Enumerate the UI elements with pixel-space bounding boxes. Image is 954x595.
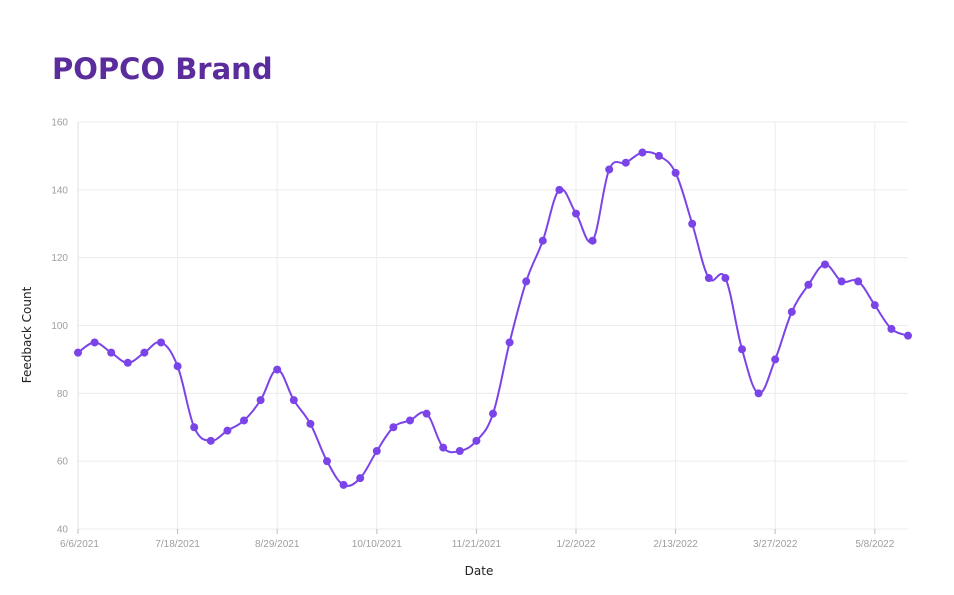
data-point [206,436,215,445]
data-point [173,362,182,371]
series-line [77,151,909,487]
data-point [107,348,116,357]
data-points [74,148,912,489]
x-tick-label: 5/8/2022 [855,539,894,550]
y-tick-label: 140 [51,185,68,196]
data-point [804,280,813,289]
data-point [605,165,614,174]
data-point [223,426,232,435]
y-axis-label: Feedback Count [20,286,34,383]
data-point [538,236,547,245]
data-point [887,324,896,333]
data-point [406,416,414,425]
data-point [323,457,331,466]
data-point [289,396,298,405]
data-point [74,348,82,357]
data-point [821,260,829,269]
data-point [190,423,199,432]
data-point [870,301,879,310]
data-point [123,358,132,367]
data-point [671,168,680,177]
x-tick-label: 8/29/2021 [255,539,300,550]
data-point [837,277,846,286]
data-point [505,338,514,347]
data-point [688,219,697,228]
y-tick-label: 40 [57,525,69,536]
data-point [588,236,597,245]
x-axis-label: Date [465,564,494,578]
data-point [455,446,464,455]
x-tick-label: 11/21/2021 [452,539,502,550]
data-point [157,338,165,347]
x-tick-label: 1/2/2022 [557,539,596,550]
data-point [854,277,863,286]
data-point [90,338,99,347]
data-point [306,419,315,428]
data-point [621,158,630,167]
data-point [704,274,713,283]
data-point [489,409,497,418]
grid-lines [77,121,908,530]
data-point [787,307,796,316]
data-point [356,474,365,483]
data-point [555,185,564,194]
y-tick-label: 80 [57,389,69,400]
data-point [240,416,248,425]
x-axis-ticks: 6/6/2021 7/18/2021 8/29/2021 10/10/2021 11/2… [60,529,895,550]
x-tick-label: 2/13/2022 [653,539,698,550]
data-point [389,423,398,432]
data-point [655,151,663,160]
data-point [439,443,448,452]
y-tick-label: 60 [57,457,69,468]
y-tick-label: 160 [51,118,68,129]
x-tick-label: 7/18/2021 [155,539,200,550]
x-tick-label: 10/10/2021 [352,539,402,550]
data-point [638,148,647,157]
y-axis-ticks: 40 60 80 100 120 140 160 [51,118,68,536]
data-point [572,209,580,218]
x-tick-label: 3/27/2022 [753,539,798,550]
chart-title: POPCO Brand [52,52,273,86]
data-point [721,274,730,283]
x-tick-label: 6/6/2021 [60,539,99,550]
data-point [738,345,746,354]
data-point [339,480,348,489]
data-point [522,277,531,286]
data-point [472,436,481,445]
data-point [140,348,149,357]
data-point [422,409,431,418]
data-point [904,331,912,340]
data-point [273,365,282,374]
data-point [372,446,381,455]
y-tick-label: 120 [51,253,68,264]
data-point [754,389,763,398]
data-point [771,355,780,364]
data-point [256,396,265,405]
y-tick-label: 100 [51,321,68,332]
